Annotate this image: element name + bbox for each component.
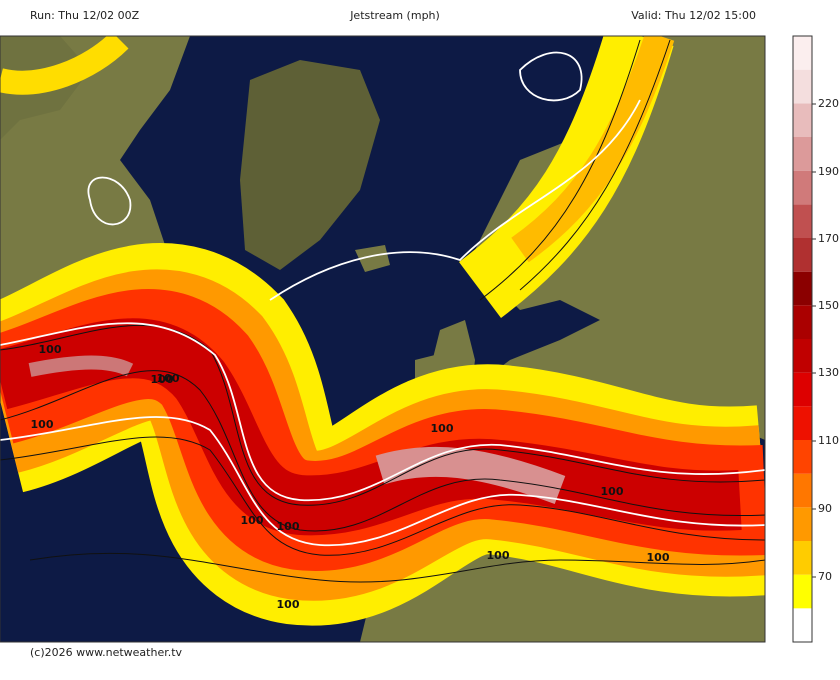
greenland bbox=[240, 60, 380, 270]
jet-pink bbox=[375, 446, 566, 505]
colorbar-label: 220 bbox=[818, 97, 839, 110]
colorbar-label: 110 bbox=[818, 434, 839, 447]
contour-label: 100 bbox=[241, 514, 264, 527]
colorbar-swatch bbox=[793, 204, 812, 238]
contour-label: 100 bbox=[277, 598, 300, 611]
colorbar-swatch bbox=[793, 507, 812, 541]
colorbar-swatch bbox=[793, 608, 812, 642]
colorbar-label: 90 bbox=[818, 502, 832, 515]
title: Jetstream (mph) bbox=[349, 9, 440, 22]
iceland bbox=[355, 245, 390, 272]
contour-label: 100 bbox=[487, 549, 510, 562]
colorbar-swatch bbox=[793, 541, 812, 575]
colorbar-frame bbox=[792, 35, 813, 643]
valid-label: Valid: Thu 12/02 15:00 bbox=[631, 9, 756, 22]
map-frame bbox=[0, 35, 766, 643]
colorbar-swatch bbox=[793, 440, 812, 474]
colorbar-swatch bbox=[793, 170, 812, 205]
run-label: Run: Thu 12/02 00Z bbox=[30, 9, 140, 22]
colorbar-label: 190 bbox=[818, 165, 839, 178]
contour-label: 100 bbox=[31, 418, 54, 431]
contour-label: 100 bbox=[157, 372, 180, 385]
jet-orange bbox=[511, 36, 675, 263]
colorbar-label: 70 bbox=[818, 570, 832, 583]
colorbar-swatch bbox=[793, 339, 812, 373]
colorbar-swatch bbox=[793, 36, 812, 70]
contour-label: 100 bbox=[431, 422, 454, 435]
contour-label: 100 bbox=[647, 551, 670, 564]
colorbar: 70 90 110 130 150 170 190 220 bbox=[792, 35, 839, 643]
colorbar-swatch bbox=[793, 305, 812, 339]
contour-label: 100 bbox=[151, 373, 174, 386]
europe bbox=[470, 36, 765, 440]
colorbar-swatch bbox=[793, 271, 812, 306]
colorbar-swatch bbox=[793, 103, 812, 137]
colorbar-label: 150 bbox=[818, 299, 839, 312]
contour-label: 100 bbox=[601, 485, 624, 498]
jet-pink bbox=[28, 355, 134, 377]
jet-yellow bbox=[0, 36, 129, 95]
colorbar-label: 130 bbox=[818, 366, 839, 379]
contours bbox=[0, 51, 765, 547]
colorbar-swatch bbox=[793, 137, 812, 171]
colorbar-swatch bbox=[793, 574, 812, 609]
footer: (c)2026 www.netweather.tv bbox=[30, 646, 183, 659]
colorbar-swatch bbox=[793, 473, 812, 508]
colorbar-swatch bbox=[793, 372, 812, 407]
contour-label: 100 bbox=[277, 520, 300, 533]
contour-label: 100 bbox=[39, 343, 62, 356]
colorbar-label: 170 bbox=[818, 232, 839, 245]
colorbar-swatch bbox=[793, 69, 812, 104]
colorbar-swatch bbox=[793, 238, 812, 272]
colorbar-swatch bbox=[793, 406, 812, 440]
